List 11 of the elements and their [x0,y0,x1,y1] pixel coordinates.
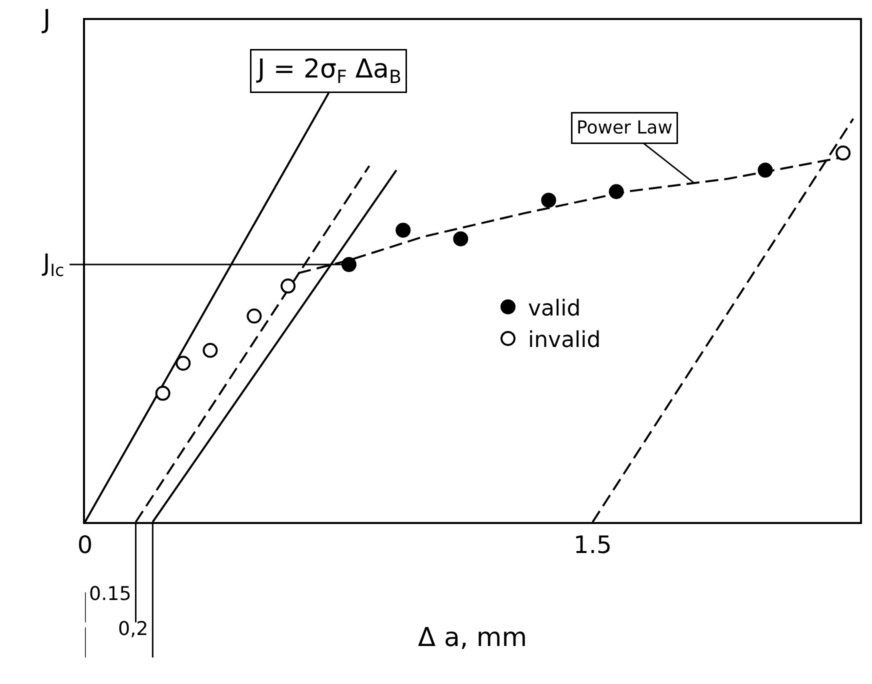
x-tick-label: 1.5 [574,530,612,559]
legend-label: valid [528,296,581,322]
y-axis-title: J [41,5,51,35]
annotation: 0.15 [89,583,132,605]
legend-label: invalid [528,328,601,354]
annotation: 0,2 [118,618,148,640]
x-axis-title: Δ a, mm [418,623,528,653]
x-tick-label: 0 [77,530,93,559]
ref-line-label: J$_{Ic}$ [41,249,64,280]
annotation: J = 2σ$_{F}$ Δa$_{B}$ [256,54,402,88]
annotation: Power Law [576,118,672,138]
